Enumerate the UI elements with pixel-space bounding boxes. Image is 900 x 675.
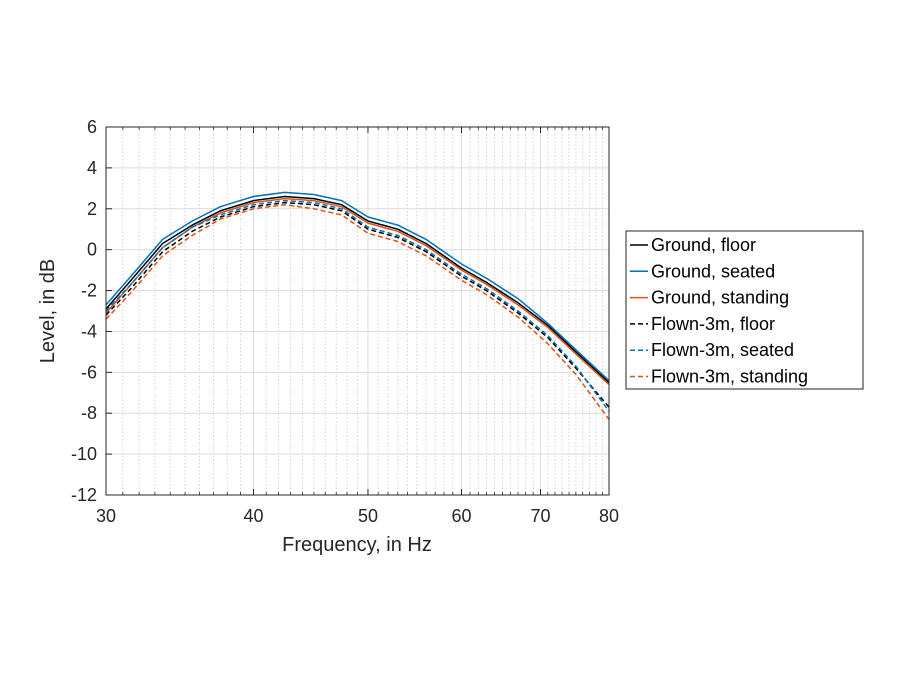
y-tick-label: 2 <box>87 199 97 219</box>
y-tick-label: 4 <box>87 158 97 178</box>
grid <box>105 126 610 496</box>
x-tick-label: 30 <box>96 506 116 526</box>
series-line-ground-floor <box>105 195 610 384</box>
axes-box <box>105 126 610 496</box>
legend-entry-label: Ground, seated <box>651 261 775 281</box>
y-tick-label: 0 <box>87 240 97 260</box>
y-tick-label: -10 <box>71 444 97 464</box>
x-tick-label: 60 <box>451 506 471 526</box>
x-tick-label: 40 <box>244 506 264 526</box>
legend-entry-label: Ground, floor <box>651 235 756 255</box>
legend: Ground, floor Ground, seated Ground, stand… <box>625 230 864 390</box>
series-lines <box>105 191 610 420</box>
x-tick-label: 50 <box>358 506 378 526</box>
y-tick-label: -8 <box>81 403 97 423</box>
y-axis-label: Level, in dB <box>37 259 59 364</box>
x-axis-label: Frequency, in Hz <box>282 534 432 556</box>
x-tick-label: 70 <box>531 506 551 526</box>
legend-entry-label: Flown-3m, standing <box>651 367 808 387</box>
legend-box <box>625 230 864 390</box>
y-tick-labels: -12 -10 -8 -6 -4 -2 0 2 4 6 <box>71 117 97 505</box>
y-tick-label: 6 <box>87 117 97 137</box>
y-tick-label: -2 <box>81 281 97 301</box>
y-tick-label: -6 <box>81 362 97 382</box>
legend-entry-label: Flown-3m, seated <box>651 340 794 360</box>
y-tick-label: -12 <box>71 485 97 505</box>
series-line-ground-seated <box>105 191 610 382</box>
series-line-flown-3m-seated <box>105 199 610 412</box>
series-line-flown-3m-standing <box>105 203 610 420</box>
legend-entry-label: Flown-3m, floor <box>651 314 775 334</box>
x-tick-labels: 30 40 50 60 70 80 <box>96 506 619 526</box>
y-tick-label: -4 <box>81 321 97 341</box>
legend-entry-label: Ground, standing <box>651 288 789 308</box>
series-line-flown-3m-floor <box>105 201 610 408</box>
axes <box>105 126 610 496</box>
x-tick-label: 80 <box>599 506 619 526</box>
